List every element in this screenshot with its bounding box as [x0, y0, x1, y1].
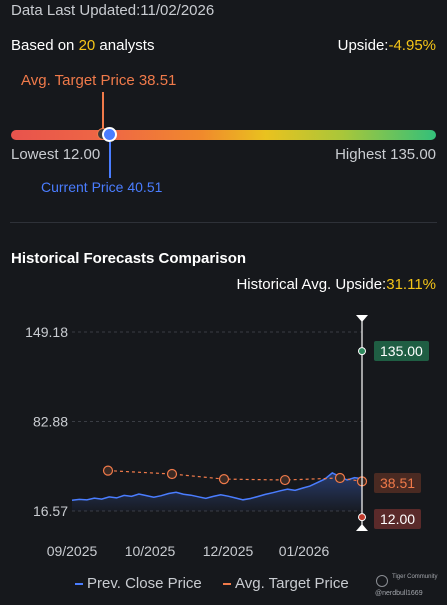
upside-label: Upside:	[337, 37, 389, 54]
current-price-pointer	[109, 142, 111, 178]
y-axis-ticks: 149.18 82.88 16.57	[25, 324, 68, 519]
history-title: Historical Forecasts Comparison	[11, 250, 247, 267]
legend-prev-close-label: Prev. Close Price	[87, 575, 202, 592]
legend-avg-target-swatch	[223, 583, 231, 586]
highest-label: Highest 135.00	[335, 146, 436, 163]
watermark-brand: Tiger Community	[392, 574, 438, 580]
tiger-logo-icon	[376, 575, 388, 587]
current-price-marker	[102, 127, 117, 142]
y-tick-label: 16.57	[33, 503, 68, 519]
legend-avg-target[interactable]: Avg. Target Price	[223, 575, 349, 592]
current-price-label: Current Price 40.51	[41, 179, 163, 195]
based-on-suffix: analysts	[95, 37, 155, 54]
avg-target-point	[102, 465, 114, 476]
x-tick-label: 10/2025	[125, 543, 176, 559]
history-avg-upside: Historical Avg. Upside:31.11%	[236, 276, 436, 293]
legend-avg-target-label: Avg. Target Price	[235, 575, 349, 592]
high-forecast-dot	[358, 347, 366, 356]
x-tick-label: 09/2025	[47, 543, 98, 559]
avg-target-point	[334, 472, 346, 484]
low-forecast-tag: 12.00	[374, 509, 422, 529]
high-forecast-tag: 135.00	[374, 341, 429, 361]
historical-forecast-chart: 149.18 82.88 16.57 09/2025 10/2025 12/2025 01…	[25, 315, 368, 559]
analyst-count-text: Based on 20 analysts	[11, 37, 154, 54]
history-avg-upside-label: Historical Avg. Upside:	[236, 276, 387, 293]
x-axis-ticks: 09/2025 10/2025 12/2025 01/2026	[47, 543, 330, 559]
low-forecast-dot	[358, 513, 366, 522]
avg-target-point	[279, 474, 291, 486]
avg-target-pointer	[102, 92, 104, 132]
section-divider	[10, 222, 437, 223]
forecast-range-marker	[356, 315, 368, 531]
x-tick-label: 01/2026	[279, 543, 330, 559]
y-tick-label: 149.18	[25, 324, 68, 340]
watermark-user: @nerdbull1669	[375, 590, 423, 597]
last-updated: Data Last Updated:11/02/2026	[11, 2, 215, 19]
avg-target-label: Avg. Target Price 38.51	[21, 72, 177, 89]
range-bottom-cap-icon	[356, 524, 368, 531]
history-avg-upside-value: 31.11%	[386, 276, 436, 293]
prev-close-line	[71, 472, 363, 502]
upside-value: -4.95%	[388, 37, 436, 54]
prev-close-area	[72, 472, 362, 511]
range-top-cap-icon	[356, 315, 368, 322]
lowest-label: Lowest 12.00	[11, 146, 101, 163]
y-tick-label: 82.88	[33, 413, 68, 429]
avg-forecast-tag: 38.51	[374, 473, 422, 493]
avg-target-points	[102, 465, 368, 487]
avg-target-point	[166, 468, 178, 480]
based-on-prefix: Based on	[11, 37, 79, 54]
avg-target-point	[218, 474, 230, 485]
analyst-count: 20	[78, 37, 96, 54]
legend-prev-close[interactable]: Prev. Close Price	[75, 575, 202, 592]
price-range-bar	[11, 130, 436, 140]
legend-prev-close-swatch	[75, 583, 83, 586]
x-tick-label: 12/2025	[203, 543, 254, 559]
upside-text: Upside:-4.95%	[338, 37, 436, 54]
